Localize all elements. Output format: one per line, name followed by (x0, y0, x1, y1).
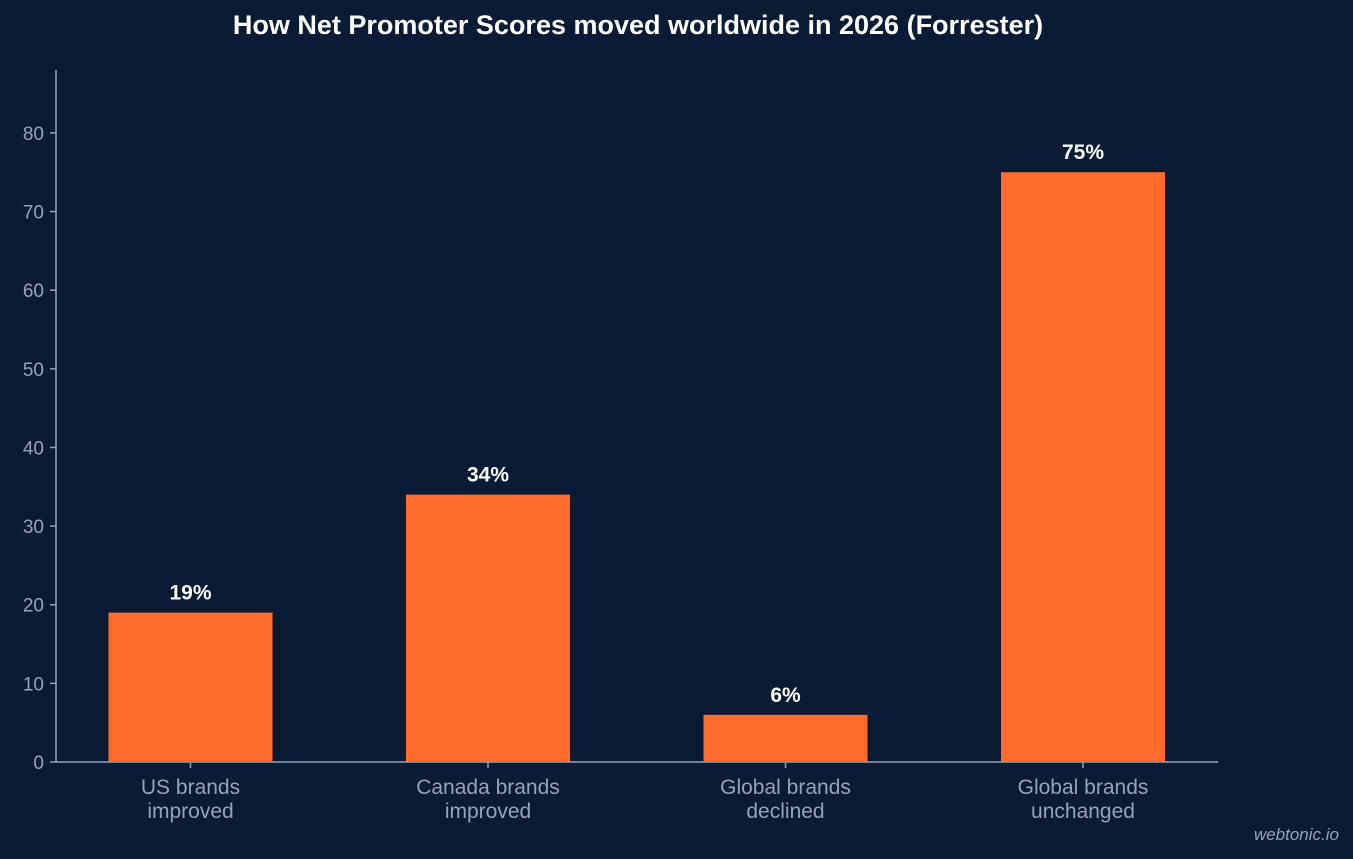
y-tick-label: 10 (23, 674, 44, 695)
data-label: 19% (169, 582, 211, 605)
y-tick-label: 40 (23, 438, 44, 459)
bar (406, 494, 570, 762)
y-tick-label: 60 (23, 281, 44, 302)
watermark: webtonic.io (1253, 825, 1339, 844)
bars (108, 172, 1165, 762)
y-tick-label: 80 (23, 124, 44, 145)
x-tick-label: Global brands declined (720, 776, 851, 823)
labels: 19% US brands improved 34% Canada brands impr… (141, 141, 1148, 823)
data-label: 6% (770, 684, 801, 707)
y-tick-label: 70 (23, 203, 44, 224)
bar (108, 612, 273, 762)
x-tick-label: US brands improved (141, 776, 240, 823)
bar (1001, 172, 1165, 762)
bar (703, 714, 868, 762)
x-tick-label: Global brands unchanged (1018, 776, 1149, 823)
x-tick-label: Canada brands improved (416, 776, 560, 823)
chart-title: How Net Promoter Scores moved worldwide … (232, 10, 1044, 40)
data-label: 34% (467, 464, 509, 487)
y-tick-label: 0 (33, 753, 44, 774)
y-tick-label: 50 (23, 360, 44, 381)
y-tick-label: 20 (23, 596, 44, 617)
y-tick-label: 30 (23, 517, 44, 538)
data-label: 75% (1062, 141, 1104, 164)
